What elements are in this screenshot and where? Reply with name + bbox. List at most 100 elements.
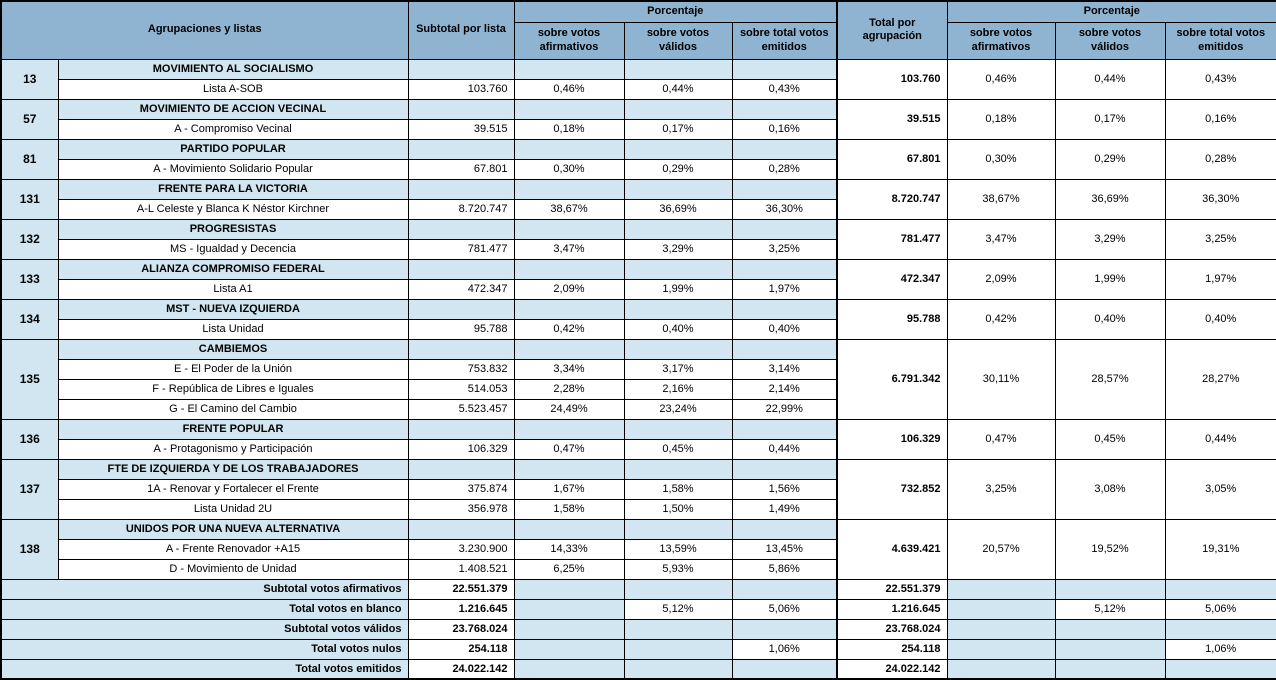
list-row: F - República de Libres e Iguales 514.053… [1, 378, 1276, 400]
footer-total-pct-cell [1164, 578, 1276, 600]
group-subtotal-spacer-cell [407, 458, 515, 480]
group-header-row: 13 MOVIMIENTO AL SOCIALISMO 103.760 0,46% 0,… [0, 58, 1276, 100]
group-subtotal-spacer-cell [407, 58, 515, 80]
list-pct-cell: 3,29% [623, 238, 733, 260]
footer-total-cell: 23.768.024 [836, 618, 948, 640]
group-header-row: 134 MST - NUEVA IZQUIERDA 95.788 0,42% 0,40%… [0, 298, 1276, 340]
group-pct-spacer-cell [513, 58, 625, 80]
footer-pct-cell [513, 578, 625, 600]
list-name-cell: MS - Igualdad y Decencia [57, 238, 409, 260]
col-header-subtotal-por-lista: Subtotal por lista [407, 0, 515, 60]
list-pct-cell: 0,46% [513, 78, 625, 100]
header-row-1: Agrupaciones y listas Subtotal por lista… [0, 0, 1276, 60]
group-pct-spacer-cell [623, 218, 733, 240]
list-name-cell: F - República de Libres e Iguales [57, 378, 409, 400]
list-pct-cell: 1,58% [623, 478, 733, 500]
col-header-porcentaje-right: Porcentaje [946, 0, 1276, 23]
group-subtotal-spacer-cell [407, 138, 515, 160]
group-total-pct-cell: 0,40% [1054, 298, 1166, 340]
list-pct-cell: 0,30% [513, 158, 625, 180]
group-total-cell: 106.329 [836, 418, 948, 460]
list-pct-cell: 5,86% [731, 558, 838, 580]
group-id-cell: 136 [0, 418, 59, 460]
group-subtotal-spacer-cell [407, 178, 515, 200]
group-header-row: 133 ALIANZA COMPROMISO FEDERAL 472.347 2,09… [0, 258, 1276, 300]
group-id-cell: 131 [0, 178, 59, 220]
group-total-pct-cell: 3,25% [946, 458, 1056, 520]
group-total-pct-cell: 0,40% [1164, 298, 1276, 340]
group-total-pct-cell: 1,99% [1054, 258, 1166, 300]
group-header-row: 81 PARTIDO POPULAR 67.801 0,30% 0,29% 0,28% [0, 138, 1276, 180]
footer-pct-cell [623, 638, 733, 660]
list-row: A - Protagonismo y Participación 106.329 0… [1, 438, 1276, 460]
list-row: Lista A-SOB 103.760 0,46% 0,44% 0,43% [1, 78, 1276, 100]
group-total-pct-cell: 0,29% [1054, 138, 1166, 180]
group-total-cell: 95.788 [836, 298, 948, 340]
group-total-pct-cell: 2,09% [946, 258, 1056, 300]
list-pct-cell: 23,24% [623, 398, 733, 420]
list-pct-cell: 2,28% [513, 378, 625, 400]
group-total-pct-cell: 3,25% [1164, 218, 1276, 260]
group-pct-spacer-cell [731, 218, 838, 240]
group-total-cell: 4.639.421 [836, 518, 948, 580]
list-pct-cell: 0,45% [623, 438, 733, 460]
list-pct-cell: 0,28% [731, 158, 838, 180]
list-pct-cell: 1,97% [731, 278, 838, 300]
footer-label-cell: Subtotal votos válidos [0, 618, 409, 640]
group-total-pct-cell: 36,69% [1054, 178, 1166, 220]
list-name-cell: 1A - Renovar y Fortalecer el Frente [57, 478, 409, 500]
group-total-cell: 472.347 [836, 258, 948, 300]
list-pct-cell: 0,18% [513, 118, 625, 140]
group-total-pct-cell: 0,43% [1164, 58, 1276, 100]
list-subtotal-cell: 356.978 [407, 498, 515, 520]
list-subtotal-cell: 106.329 [407, 438, 515, 460]
group-pct-spacer-cell [623, 298, 733, 320]
footer-total-pct-cell [946, 618, 1056, 640]
group-subtotal-spacer-cell [407, 98, 515, 120]
list-pct-cell: 13,59% [623, 538, 733, 560]
footer-value-cell: 23.768.024 [407, 618, 515, 640]
group-name-cell: PROGRESISTAS [57, 218, 409, 240]
group-pct-spacer-cell [731, 338, 838, 360]
list-name-cell: Lista Unidad [57, 318, 409, 340]
list-subtotal-cell: 781.477 [407, 238, 515, 260]
list-name-cell: A - Protagonismo y Participación [57, 438, 409, 460]
list-pct-cell: 24,49% [513, 398, 625, 420]
list-subtotal-cell: 1.408.521 [407, 558, 515, 580]
footer-pct-cell [513, 598, 625, 620]
group-pct-spacer-cell [513, 458, 625, 480]
footer-pct-cell [623, 658, 733, 680]
group-pct-spacer-cell [623, 338, 733, 360]
list-row: E - El Poder de la Unión 753.832 3,34% 3,17… [1, 358, 1276, 380]
group-pct-spacer-cell [623, 458, 733, 480]
list-row: Lista Unidad 2U 356.978 1,58% 1,50% 1,49% [1, 498, 1276, 520]
list-pct-cell: 13,45% [731, 538, 838, 560]
footer-label-cell: Total votos nulos [0, 638, 409, 660]
group-pct-spacer-cell [623, 58, 733, 80]
group-name-cell: FTE DE IZQUIERDA Y DE LOS TRABAJADORES [57, 458, 409, 480]
group-total-pct-cell: 0,45% [1054, 418, 1166, 460]
list-row: A - Frente Renovador +A15 3.230.900 14,33%… [1, 538, 1276, 560]
list-pct-cell: 1,50% [623, 498, 733, 520]
group-subtotal-spacer-cell [407, 518, 515, 540]
list-pct-cell: 2,16% [623, 378, 733, 400]
list-pct-cell: 14,33% [513, 538, 625, 560]
group-header-row: 136 FRENTE POPULAR 106.329 0,47% 0,45% 0,44% [0, 418, 1276, 460]
group-total-pct-cell: 28,57% [1054, 338, 1166, 420]
list-subtotal-cell: 39.515 [407, 118, 515, 140]
group-pct-spacer-cell [731, 138, 838, 160]
list-name-cell: E - El Poder de la Unión [57, 358, 409, 380]
group-id-cell: 81 [0, 138, 59, 180]
footer-row: Total votos emitidos 24.022.142 24.022.142 [0, 658, 1276, 680]
list-pct-cell: 36,30% [731, 198, 838, 220]
col-header-sobre-validos-right: sobre votos válidos [1054, 21, 1166, 60]
group-total-pct-cell: 20,57% [946, 518, 1056, 580]
footer-total-pct-cell [946, 598, 1056, 620]
list-pct-cell: 0,44% [623, 78, 733, 100]
group-total-cell: 781.477 [836, 218, 948, 260]
col-header-porcentaje-left: Porcentaje [513, 0, 838, 23]
footer-row: Total votos nulos 254.118 1,06% 254.118 1,06… [0, 638, 1276, 660]
results-table-body: 13 MOVIMIENTO AL SOCIALISMO 103.760 0,46% 0,… [0, 58, 1276, 680]
group-name-cell: MOVIMIENTO AL SOCIALISMO [57, 58, 409, 80]
group-pct-spacer-cell [731, 298, 838, 320]
